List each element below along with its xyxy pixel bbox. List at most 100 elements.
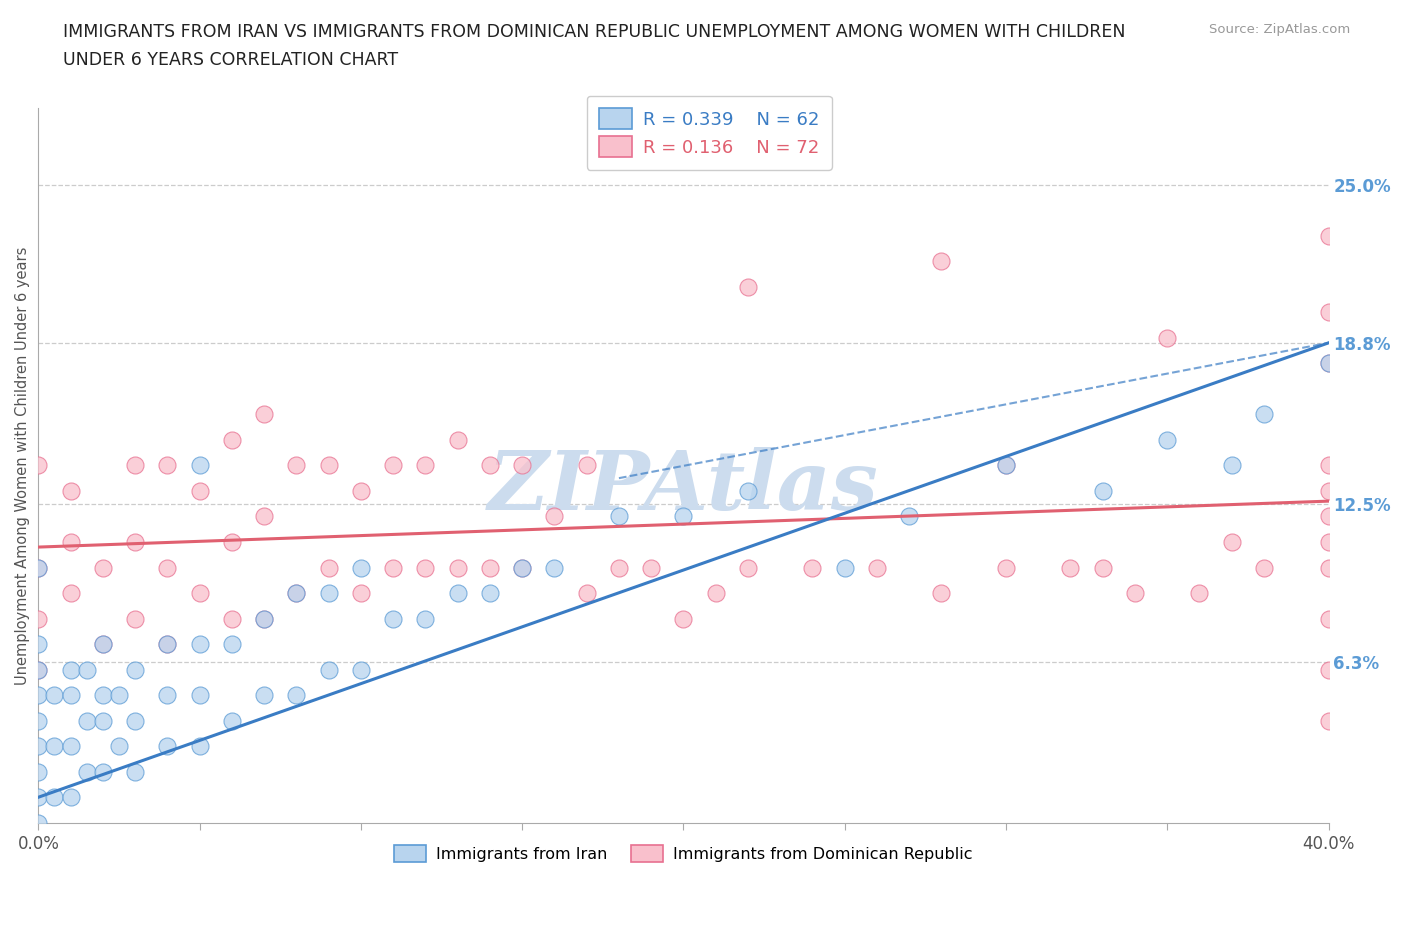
- Point: [27, 662, 49, 677]
- Point: [382, 560, 405, 575]
- Point: [59, 687, 82, 702]
- Point: [737, 484, 759, 498]
- Point: [156, 738, 179, 753]
- Point: [27, 713, 49, 728]
- Point: [285, 687, 308, 702]
- Text: ZIPAtlas: ZIPAtlas: [488, 446, 879, 526]
- Point: [124, 458, 146, 472]
- Point: [156, 560, 179, 575]
- Point: [994, 458, 1017, 472]
- Point: [1091, 484, 1114, 498]
- Point: [575, 458, 598, 472]
- Point: [1317, 458, 1340, 472]
- Point: [866, 560, 889, 575]
- Point: [221, 432, 243, 447]
- Point: [350, 484, 373, 498]
- Point: [76, 713, 98, 728]
- Legend: Immigrants from Iran, Immigrants from Dominican Republic: Immigrants from Iran, Immigrants from Do…: [388, 839, 979, 869]
- Point: [91, 637, 114, 652]
- Point: [27, 687, 49, 702]
- Point: [640, 560, 662, 575]
- Point: [446, 586, 468, 601]
- Point: [575, 586, 598, 601]
- Point: [1317, 560, 1340, 575]
- Point: [898, 509, 921, 524]
- Point: [91, 687, 114, 702]
- Point: [1317, 228, 1340, 243]
- Point: [1317, 662, 1340, 677]
- Point: [1091, 560, 1114, 575]
- Point: [415, 611, 437, 626]
- Point: [188, 586, 211, 601]
- Point: [253, 611, 276, 626]
- Point: [27, 738, 49, 753]
- Point: [221, 535, 243, 550]
- Point: [318, 458, 340, 472]
- Point: [1188, 586, 1211, 601]
- Point: [59, 586, 82, 601]
- Point: [44, 687, 66, 702]
- Point: [994, 458, 1017, 472]
- Point: [672, 611, 695, 626]
- Point: [108, 738, 131, 753]
- Point: [607, 560, 630, 575]
- Point: [1253, 407, 1275, 422]
- Point: [27, 560, 49, 575]
- Point: [27, 458, 49, 472]
- Point: [672, 509, 695, 524]
- Point: [1253, 560, 1275, 575]
- Point: [1059, 560, 1081, 575]
- Point: [478, 586, 501, 601]
- Point: [1317, 713, 1340, 728]
- Point: [124, 764, 146, 779]
- Point: [607, 509, 630, 524]
- Point: [350, 662, 373, 677]
- Point: [510, 560, 533, 575]
- Point: [124, 713, 146, 728]
- Point: [27, 816, 49, 830]
- Point: [27, 560, 49, 575]
- Point: [285, 586, 308, 601]
- Point: [27, 662, 49, 677]
- Point: [188, 484, 211, 498]
- Point: [124, 535, 146, 550]
- Point: [91, 637, 114, 652]
- Point: [1220, 458, 1243, 472]
- Point: [1317, 611, 1340, 626]
- Point: [1317, 305, 1340, 320]
- Point: [44, 790, 66, 804]
- Point: [1220, 535, 1243, 550]
- Point: [108, 687, 131, 702]
- Point: [188, 458, 211, 472]
- Point: [446, 432, 468, 447]
- Point: [156, 637, 179, 652]
- Point: [253, 611, 276, 626]
- Point: [188, 687, 211, 702]
- Point: [318, 560, 340, 575]
- Point: [510, 560, 533, 575]
- Point: [801, 560, 824, 575]
- Point: [415, 458, 437, 472]
- Point: [188, 738, 211, 753]
- Point: [76, 764, 98, 779]
- Point: [382, 611, 405, 626]
- Point: [1123, 586, 1146, 601]
- Point: [543, 509, 565, 524]
- Point: [188, 637, 211, 652]
- Point: [221, 611, 243, 626]
- Point: [737, 560, 759, 575]
- Point: [221, 637, 243, 652]
- Point: [59, 790, 82, 804]
- Point: [318, 586, 340, 601]
- Point: [994, 560, 1017, 575]
- Point: [1317, 509, 1340, 524]
- Point: [124, 662, 146, 677]
- Point: [59, 662, 82, 677]
- Point: [478, 560, 501, 575]
- Point: [59, 484, 82, 498]
- Point: [737, 279, 759, 294]
- Point: [931, 254, 953, 269]
- Point: [156, 637, 179, 652]
- Text: IMMIGRANTS FROM IRAN VS IMMIGRANTS FROM DOMINICAN REPUBLIC UNEMPLOYMENT AMONG WO: IMMIGRANTS FROM IRAN VS IMMIGRANTS FROM …: [63, 23, 1126, 41]
- Point: [91, 764, 114, 779]
